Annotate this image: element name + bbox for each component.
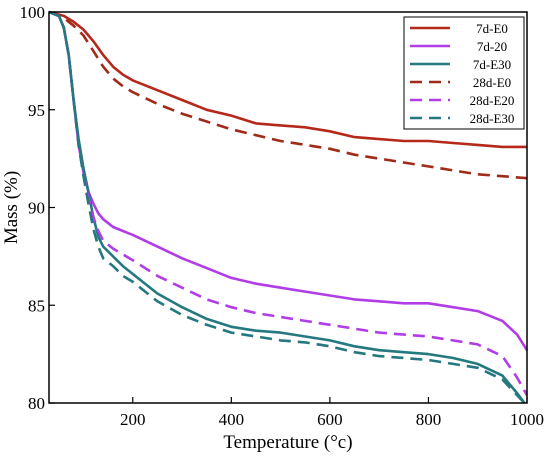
- x-tick-label: 800: [416, 410, 442, 429]
- legend: 7d-E0 7d-20 7d-E30 28d-E0 28d-E20 28d-E30: [403, 16, 525, 130]
- y-tick-label: 95: [28, 101, 45, 120]
- y-tick-label: 100: [20, 3, 46, 22]
- ticks-layer: 200 400 600 800 1000 80 85 90 95 100: [20, 3, 545, 429]
- y-axis-title: Mass (%): [1, 171, 22, 244]
- series-layer: [48, 10, 529, 404]
- y-tick-label: 85: [28, 296, 45, 315]
- legend-label: 7d-20: [477, 39, 507, 54]
- legend-label: 28d-E0: [473, 75, 511, 90]
- series-line-7d-e0: [48, 10, 527, 149]
- y-tick-label: 80: [28, 394, 45, 413]
- x-tick-label: 600: [317, 410, 343, 429]
- legend-label: 7d-E30: [473, 57, 511, 72]
- legend-label: 28d-E30: [470, 111, 515, 126]
- x-tick-label: 1000: [510, 410, 544, 429]
- y-tick-label: 90: [28, 199, 45, 218]
- x-axis-title: Temperature (°c): [223, 432, 352, 453]
- series-line-28d-e0: [48, 10, 528, 180]
- series-line-28d-e30: [48, 10, 526, 404]
- x-tick-label: 200: [120, 410, 146, 429]
- x-tick-label: 400: [219, 410, 245, 429]
- legend-label: 28d-E20: [470, 93, 515, 108]
- legend-label: 7d-E0: [476, 21, 508, 36]
- legend-box: [403, 16, 525, 130]
